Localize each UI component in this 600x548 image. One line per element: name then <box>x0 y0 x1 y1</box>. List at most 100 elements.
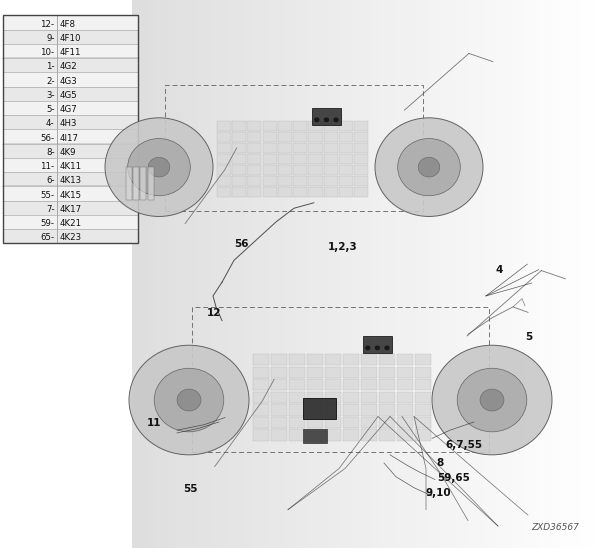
Bar <box>343 416 359 428</box>
Bar <box>361 379 377 391</box>
Bar <box>293 143 307 153</box>
Text: 4K15: 4K15 <box>60 191 82 199</box>
Text: 65-: 65- <box>40 233 55 242</box>
Bar <box>363 336 392 353</box>
Circle shape <box>323 117 329 123</box>
Bar <box>3 44 138 58</box>
Bar <box>415 404 431 415</box>
Bar <box>57 215 138 229</box>
Bar <box>289 429 305 441</box>
Circle shape <box>333 117 339 123</box>
Text: 4G3: 4G3 <box>60 77 78 85</box>
Bar <box>3 58 138 72</box>
Bar <box>165 85 423 211</box>
Text: 1,2,3: 1,2,3 <box>328 242 358 252</box>
Bar <box>3 129 57 144</box>
Bar <box>3 215 138 229</box>
Bar <box>3 87 57 101</box>
Bar <box>343 404 359 415</box>
Bar <box>307 379 323 391</box>
Bar <box>253 392 269 403</box>
Bar <box>324 154 338 164</box>
Text: 56-: 56- <box>40 134 55 142</box>
Bar <box>3 144 138 158</box>
Text: 4K23: 4K23 <box>60 233 82 242</box>
Bar <box>339 154 353 164</box>
Bar <box>232 176 246 186</box>
Bar <box>325 416 341 428</box>
Bar <box>253 367 269 378</box>
Bar <box>289 367 305 378</box>
Circle shape <box>375 118 483 216</box>
Bar <box>293 132 307 142</box>
Bar <box>3 201 138 215</box>
Bar <box>247 143 262 153</box>
Bar <box>3 158 57 172</box>
Bar <box>3 229 57 243</box>
Bar <box>253 429 269 441</box>
Bar <box>339 176 353 186</box>
Bar <box>324 176 338 186</box>
Bar <box>3 87 138 101</box>
Text: ZXD36567: ZXD36567 <box>531 523 579 532</box>
Bar <box>339 143 353 153</box>
Circle shape <box>314 117 320 123</box>
Circle shape <box>154 368 224 432</box>
Bar <box>308 132 323 142</box>
Bar <box>339 132 353 142</box>
Bar <box>3 115 57 129</box>
Bar <box>3 172 138 186</box>
Bar <box>148 167 154 200</box>
Bar <box>325 429 341 441</box>
Bar <box>325 392 341 403</box>
Bar <box>247 176 262 186</box>
Text: 9-: 9- <box>46 34 55 43</box>
Bar <box>415 429 431 441</box>
Bar <box>303 429 327 443</box>
Text: 55-: 55- <box>40 191 55 199</box>
Bar <box>57 15 138 30</box>
Text: 12-: 12- <box>40 20 55 28</box>
Bar <box>343 392 359 403</box>
Bar <box>253 416 269 428</box>
Text: 1-: 1- <box>46 62 55 71</box>
Bar <box>278 165 292 175</box>
Text: 4F10: 4F10 <box>60 34 82 43</box>
Bar <box>278 176 292 186</box>
Bar <box>339 187 353 197</box>
Bar <box>57 44 138 58</box>
Bar <box>57 186 138 201</box>
Bar <box>217 165 231 175</box>
Text: 11-: 11- <box>40 162 55 171</box>
Circle shape <box>480 389 504 411</box>
Bar <box>247 165 262 175</box>
Text: 9,10: 9,10 <box>426 488 452 498</box>
Bar <box>57 158 138 172</box>
Bar <box>415 416 431 428</box>
Bar <box>3 115 138 129</box>
Bar <box>324 132 338 142</box>
Bar <box>253 354 269 366</box>
Text: 56: 56 <box>234 239 248 249</box>
Bar <box>354 176 368 186</box>
Bar <box>253 379 269 391</box>
Text: 2-: 2- <box>46 77 55 85</box>
Bar <box>3 201 57 215</box>
Circle shape <box>374 345 380 351</box>
Text: 4-: 4- <box>46 119 55 128</box>
Bar <box>354 165 368 175</box>
Bar <box>3 15 138 243</box>
Bar <box>278 143 292 153</box>
Circle shape <box>177 389 201 411</box>
Bar <box>253 404 269 415</box>
Bar <box>343 429 359 441</box>
Bar <box>361 354 377 366</box>
Bar <box>271 379 287 391</box>
Bar <box>307 367 323 378</box>
Bar <box>397 354 413 366</box>
Bar <box>415 367 431 378</box>
Text: 4K11: 4K11 <box>60 162 82 171</box>
Bar <box>289 354 305 366</box>
Bar <box>232 165 246 175</box>
Bar <box>308 176 323 186</box>
